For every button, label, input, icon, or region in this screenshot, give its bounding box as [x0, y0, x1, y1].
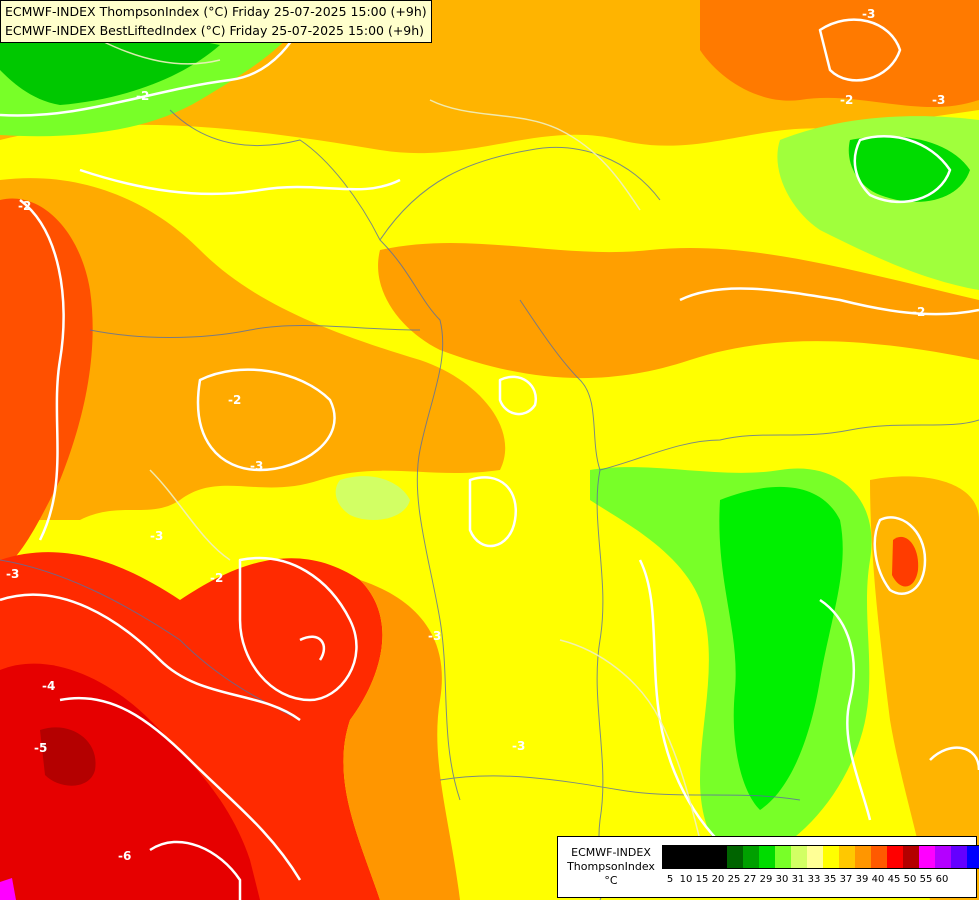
legend-swatch — [743, 846, 759, 868]
legend-swatch — [663, 846, 679, 868]
legend-tick-label: 20 — [711, 874, 725, 885]
contour-label: -6 — [118, 849, 131, 863]
legend-swatch — [871, 846, 887, 868]
legend-tick-label: 37 — [839, 874, 853, 885]
contour-label: -3 — [6, 567, 19, 581]
legend-swatch — [823, 846, 839, 868]
contour-label: -3 — [862, 7, 875, 21]
field-green-northwest-core — [0, 25, 220, 105]
contour-label: -2 — [912, 305, 925, 319]
legend-tick-label: 39 — [855, 874, 869, 885]
legend-tick-label: 5 — [666, 874, 674, 885]
legend-tick-label: 55 — [919, 874, 933, 885]
field-orange-south — [343, 580, 460, 900]
contour-label: -3 — [428, 629, 441, 643]
field-orange-northeast — [700, 0, 979, 108]
legend-swatch — [855, 846, 871, 868]
legend-tick-label: 30 — [775, 874, 789, 885]
contour-label: -2 — [840, 93, 853, 107]
contour-label: -5 — [34, 741, 47, 755]
contour-label: -2 — [18, 199, 31, 213]
field-magenta-corner — [0, 878, 16, 900]
legend-swatch — [903, 846, 919, 868]
legend-tick-label: 35 — [823, 874, 837, 885]
legend-tick-label: 60 — [935, 874, 949, 885]
legend-swatch — [919, 846, 935, 868]
field-red-deep — [0, 663, 260, 900]
legend-swatch — [839, 846, 855, 868]
legend-swatch — [695, 846, 711, 868]
legend-tick-label: 31 — [791, 874, 805, 885]
legend-tick-label: 40 — [871, 874, 885, 885]
field-lightgreen-center — [335, 476, 410, 520]
contour-label: -4 — [42, 679, 55, 693]
contour-label: -2 — [136, 89, 149, 103]
legend-swatch — [759, 846, 775, 868]
field-red-west — [0, 198, 93, 570]
legend-tick-label: 29 — [759, 874, 773, 885]
legend-swatch — [775, 846, 791, 868]
legend-tick-label: 33 — [807, 874, 821, 885]
legend-swatch — [887, 846, 903, 868]
field-darkred-core — [40, 727, 96, 786]
color-legend: ECMWF-INDEX ThompsonIndex °C 5 10 15 20 25 27… — [557, 836, 979, 898]
legend-tick-label: 27 — [743, 874, 757, 885]
legend-title-model: ECMWF-INDEX — [571, 846, 651, 859]
map-title-bestlifted: ECMWF-INDEX BestLiftedIndex (°C) Friday … — [5, 23, 425, 38]
contour-label: -2 — [228, 393, 241, 407]
legend-tick-label: 45 — [887, 874, 901, 885]
field-orange-band-central — [378, 242, 979, 379]
map-title-thompson: ECMWF-INDEX ThompsonIndex (°C) Friday 25… — [5, 4, 427, 19]
legend-swatch-row — [662, 845, 979, 869]
legend-title: ECMWF-INDEX ThompsonIndex °C — [565, 846, 657, 888]
field-orange-west — [0, 178, 506, 520]
legend-swatch — [711, 846, 727, 868]
legend-title-index: ThompsonIndex — [567, 860, 655, 873]
legend-swatch — [727, 846, 743, 868]
map-title-box: ECMWF-INDEX ThompsonIndex (°C) Friday 25… — [0, 0, 432, 43]
legend-tick-label: 50 — [903, 874, 917, 885]
field-green-southeast-core — [719, 486, 843, 810]
legend-unit: °C — [604, 874, 618, 887]
contour-lines-secondary — [99, 39, 701, 841]
legend-swatch — [791, 846, 807, 868]
legend-swatch — [951, 846, 967, 868]
legend-swatch — [679, 846, 695, 868]
legend-label-row: 5 10 15 20 25 27 29 30 31 33 35 37 39 40 45 50 55 60 — [662, 874, 950, 885]
legend-swatch — [967, 846, 979, 868]
contour-label: -2 — [210, 571, 223, 585]
legend-swatch — [935, 846, 951, 868]
contour-label: -3 — [150, 529, 163, 543]
legend-tick-label: 25 — [727, 874, 741, 885]
legend-swatch — [807, 846, 823, 868]
contour-label: -3 — [512, 739, 525, 753]
contour-label: -3 — [250, 459, 263, 473]
legend-tick-label: 15 — [695, 874, 709, 885]
contour-label-group: -3 -2 -2 -2 -2 -3 -3 -2 -3 -3 -3 -4 -5 -… — [6, 7, 945, 863]
field-red-east-spot — [892, 536, 919, 587]
contour-label: -3 — [932, 93, 945, 107]
legend-tick-label: 10 — [679, 874, 693, 885]
